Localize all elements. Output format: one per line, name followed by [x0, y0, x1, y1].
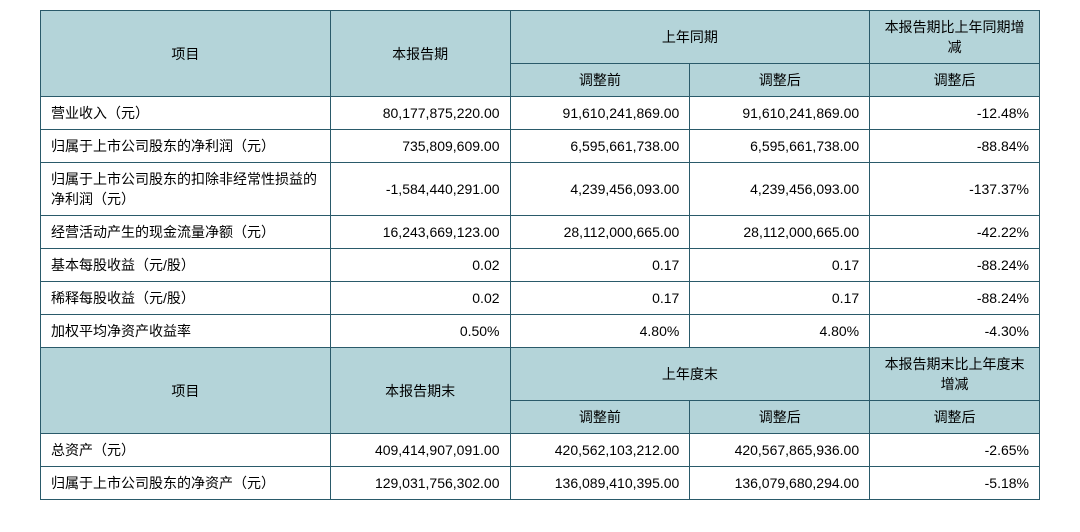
header-row-1: 项目 本报告期 上年同期 本报告期比上年同期增减: [41, 11, 1040, 64]
row-change: -88.84%: [870, 130, 1040, 163]
row-label: 归属于上市公司股东的净利润（元）: [41, 130, 331, 163]
row-after: 4.80%: [690, 315, 870, 348]
row-current: 409,414,907,091.00: [330, 434, 510, 467]
header-after: 调整后: [690, 64, 870, 97]
header-change-2: 本报告期末比上年度末增减: [870, 348, 1040, 401]
header-after-change: 调整后: [870, 64, 1040, 97]
table-row: 归属于上市公司股东的扣除非经常性损益的净利润（元） -1,584,440,291…: [41, 163, 1040, 216]
row-change: -88.24%: [870, 282, 1040, 315]
row-before: 6,595,661,738.00: [510, 130, 690, 163]
row-label: 营业收入（元）: [41, 97, 331, 130]
row-change: -137.37%: [870, 163, 1040, 216]
header-before-2: 调整前: [510, 401, 690, 434]
row-current: 129,031,756,302.00: [330, 467, 510, 500]
row-change: -4.30%: [870, 315, 1040, 348]
table-row: 经营活动产生的现金流量净额（元） 16,243,669,123.00 28,11…: [41, 216, 1040, 249]
row-after: 4,239,456,093.00: [690, 163, 870, 216]
row-current: 0.02: [330, 282, 510, 315]
row-change: -2.65%: [870, 434, 1040, 467]
row-after: 420,567,865,936.00: [690, 434, 870, 467]
header-current-2: 本报告期末: [330, 348, 510, 434]
row-label: 加权平均净资产收益率: [41, 315, 331, 348]
row-before: 4,239,456,093.00: [510, 163, 690, 216]
header-item: 项目: [41, 11, 331, 97]
row-label: 总资产（元）: [41, 434, 331, 467]
financial-table: 项目 本报告期 上年同期 本报告期比上年同期增减 调整前 调整后 调整后 营业收…: [40, 10, 1040, 500]
row-label: 基本每股收益（元/股）: [41, 249, 331, 282]
header-before: 调整前: [510, 64, 690, 97]
header-after-change-2: 调整后: [870, 401, 1040, 434]
row-after: 136,079,680,294.00: [690, 467, 870, 500]
header-prior-2: 上年度末: [510, 348, 870, 401]
row-current: 0.02: [330, 249, 510, 282]
row-change: -12.48%: [870, 97, 1040, 130]
row-after: 0.17: [690, 249, 870, 282]
row-before: 28,112,000,665.00: [510, 216, 690, 249]
row-after: 6,595,661,738.00: [690, 130, 870, 163]
table-row: 稀释每股收益（元/股） 0.02 0.17 0.17 -88.24%: [41, 282, 1040, 315]
row-current: 0.50%: [330, 315, 510, 348]
row-before: 0.17: [510, 249, 690, 282]
table-row: 总资产（元） 409,414,907,091.00 420,562,103,21…: [41, 434, 1040, 467]
header-after-2: 调整后: [690, 401, 870, 434]
row-change: -5.18%: [870, 467, 1040, 500]
row-after: 0.17: [690, 282, 870, 315]
row-label: 经营活动产生的现金流量净额（元）: [41, 216, 331, 249]
row-before: 91,610,241,869.00: [510, 97, 690, 130]
row-current: -1,584,440,291.00: [330, 163, 510, 216]
row-after: 28,112,000,665.00: [690, 216, 870, 249]
table-row: 营业收入（元） 80,177,875,220.00 91,610,241,869…: [41, 97, 1040, 130]
row-label: 稀释每股收益（元/股）: [41, 282, 331, 315]
row-label: 归属于上市公司股东的净资产（元）: [41, 467, 331, 500]
row-before: 420,562,103,212.00: [510, 434, 690, 467]
row-before: 4.80%: [510, 315, 690, 348]
header-item-2: 项目: [41, 348, 331, 434]
row-label: 归属于上市公司股东的扣除非经常性损益的净利润（元）: [41, 163, 331, 216]
row-before: 0.17: [510, 282, 690, 315]
row-current: 735,809,609.00: [330, 130, 510, 163]
table-row: 基本每股收益（元/股） 0.02 0.17 0.17 -88.24%: [41, 249, 1040, 282]
row-current: 80,177,875,220.00: [330, 97, 510, 130]
row-change: -42.22%: [870, 216, 1040, 249]
table-row: 归属于上市公司股东的净利润（元） 735,809,609.00 6,595,66…: [41, 130, 1040, 163]
row-before: 136,089,410,395.00: [510, 467, 690, 500]
header-current: 本报告期: [330, 11, 510, 97]
header-change: 本报告期比上年同期增减: [870, 11, 1040, 64]
table-row: 归属于上市公司股东的净资产（元） 129,031,756,302.00 136,…: [41, 467, 1040, 500]
header-row-3: 项目 本报告期末 上年度末 本报告期末比上年度末增减: [41, 348, 1040, 401]
header-prior: 上年同期: [510, 11, 870, 64]
table-row: 加权平均净资产收益率 0.50% 4.80% 4.80% -4.30%: [41, 315, 1040, 348]
row-current: 16,243,669,123.00: [330, 216, 510, 249]
row-change: -88.24%: [870, 249, 1040, 282]
row-after: 91,610,241,869.00: [690, 97, 870, 130]
